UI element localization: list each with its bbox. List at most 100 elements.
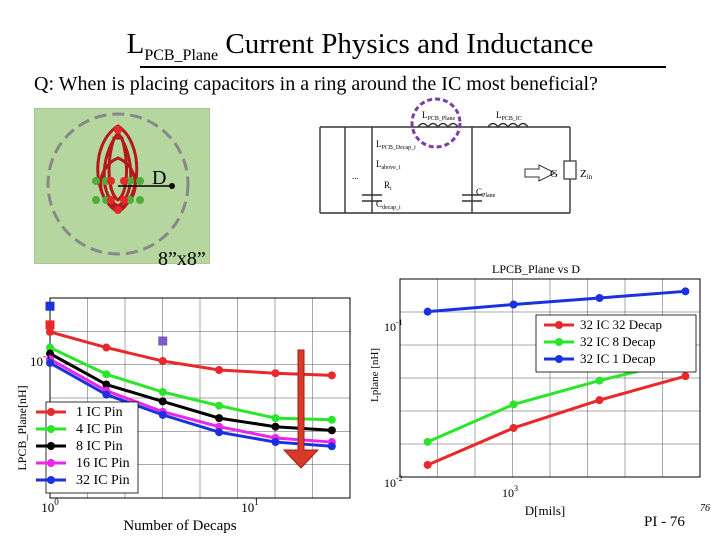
left-legend-marker: [47, 442, 55, 450]
left-chart-frame: [49, 297, 351, 499]
svg-text:LPCB_IC: LPCB_IC: [496, 110, 522, 122]
svg-text:LPCB_Decap_i: LPCB_Decap_i: [376, 139, 416, 151]
slide-number: PI - 76: [644, 514, 685, 530]
left-xtick-0: 100: [41, 497, 59, 515]
question-text: Q: When is placing capacitors in a ring …: [34, 73, 598, 95]
lbl-cdecap-sub: decap_i: [382, 205, 401, 211]
board-diagram: D: [34, 108, 210, 264]
right-xtick-0: 103: [502, 484, 518, 500]
slide-title: LPCB_Plane Current Physics and Inductanc…: [0, 28, 720, 65]
left-point: [102, 380, 111, 389]
left-point: [158, 357, 167, 366]
svg-text:Cdecap_i: Cdecap_i: [376, 199, 401, 211]
left-chart-legend: 1 IC Pin 4 IC Pin 8 IC Pin 16 IC Pin 32 IC P…: [36, 401, 139, 494]
lbl-labove-sub: above_i: [382, 165, 401, 171]
right-point: [681, 287, 690, 296]
lbl-zin-sub: in: [587, 173, 593, 181]
right-ylabel: Lplane [nH]: [369, 348, 381, 402]
left-point: [271, 438, 280, 447]
l-ic-coil: [487, 122, 529, 129]
left-legend-label: 4 IC Pin: [76, 422, 123, 437]
svg-text:Labove_i: Labove_i: [376, 159, 401, 171]
left-point: [215, 428, 224, 437]
right-series-line-2: [427, 289, 686, 314]
left-point: [271, 369, 280, 378]
left-ylabel: LPCB_Plane[nH]: [15, 385, 29, 470]
left-legend-marker: [47, 459, 55, 467]
lbl-lic: L: [496, 110, 502, 120]
title-rest: Current Physics and Inductance: [218, 28, 594, 60]
left-square-marker: [45, 320, 55, 330]
left-square-marker: [158, 336, 168, 346]
left-point: [327, 415, 336, 424]
lbl-lplane-sub: PCB_Plane: [428, 116, 456, 122]
right-chart-grid: [400, 279, 700, 477]
lbl-cplane: C: [476, 187, 482, 197]
lbl-g: G: [550, 168, 558, 180]
left-point: [215, 414, 224, 423]
zin-arrow-icon: [524, 164, 557, 182]
left-legend-marker: [47, 425, 55, 433]
right-ytick-1: 10-2: [384, 474, 403, 490]
left-point: [46, 343, 54, 352]
board-size-label: 8”x8”: [158, 248, 206, 270]
d-dimension-end: [169, 183, 175, 189]
left-chart-series: [45, 301, 336, 451]
left-point: [271, 422, 280, 431]
right-ytick-0: 10-1: [384, 318, 403, 334]
left-point: [46, 358, 54, 367]
svg-text:CPlane: CPlane: [476, 187, 496, 199]
lbl-lic-sub: PCB_IC: [502, 116, 522, 122]
lbl-ri: R: [384, 180, 390, 190]
title-main: L: [126, 28, 145, 60]
chart-decaps: 1 IC Pin 4 IC Pin 8 IC Pin 16 IC Pin 32 IC P…: [15, 297, 351, 534]
title-subscript: PCB_Plane: [144, 46, 219, 64]
right-point: [423, 437, 432, 446]
left-legend-label: 16 IC Pin: [76, 456, 130, 471]
right-legend-label: 32 IC 32 Decap: [580, 317, 662, 332]
right-legend-marker: [555, 321, 563, 329]
right-legend-label: 32 IC 1 Decap: [580, 351, 655, 366]
right-point: [423, 307, 432, 316]
left-point: [46, 349, 54, 358]
right-point: [595, 376, 604, 385]
left-legend-label: 32 IC Pin: [76, 473, 130, 488]
chart-distance: LPCB_Plane vs D 32 IC 32 Decap 32 IC 8 De…: [369, 262, 701, 518]
left-point: [327, 426, 336, 435]
trend-down-arrow-icon: [282, 349, 320, 469]
right-chart-legend: 32 IC 32 Decap 32 IC 8 Decap 32 IC 1 Decap: [535, 314, 697, 373]
svg-text:Zin: Zin: [580, 168, 593, 181]
left-point: [215, 422, 224, 431]
svg-text:LPCB_Plane: LPCB_Plane: [422, 110, 456, 122]
left-point: [102, 390, 111, 399]
right-chart-series: [423, 287, 690, 469]
right-series-line-0: [427, 374, 686, 467]
left-point: [46, 327, 54, 336]
lbl-lplane: L: [422, 110, 428, 120]
right-legend-marker: [555, 338, 563, 346]
left-point: [102, 343, 111, 352]
right-point: [509, 300, 518, 309]
right-legend-marker: [555, 355, 563, 363]
decap-pins: [107, 126, 128, 214]
circuit-schematic: LPCB_Plane LPCB_IC LPCB_Decap_i Labove_i…: [319, 97, 593, 214]
decap-ring: [46, 112, 190, 256]
g-box: [563, 160, 577, 180]
left-xtick-1: 101: [241, 497, 259, 515]
left-series-line-0: [49, 330, 332, 377]
right-point: [595, 294, 604, 303]
slide-corner-number: 76: [700, 503, 710, 514]
l-plane-coil: [417, 122, 459, 129]
left-series-line-2: [49, 352, 332, 432]
left-square-marker: [45, 301, 55, 311]
right-chart-title: LPCB_Plane vs D: [492, 262, 580, 276]
lbl-ldecap: L: [376, 139, 382, 149]
left-legend-label: 1 IC Pin: [76, 405, 123, 420]
title-underline: [140, 66, 666, 68]
left-xlabel: Number of Decaps: [123, 518, 236, 534]
right-xlabel: D[mils]: [525, 503, 565, 518]
d-label: D: [152, 167, 166, 189]
lbl-zin: Z: [580, 168, 587, 180]
left-series-line-1: [49, 346, 332, 422]
left-point: [158, 397, 167, 406]
